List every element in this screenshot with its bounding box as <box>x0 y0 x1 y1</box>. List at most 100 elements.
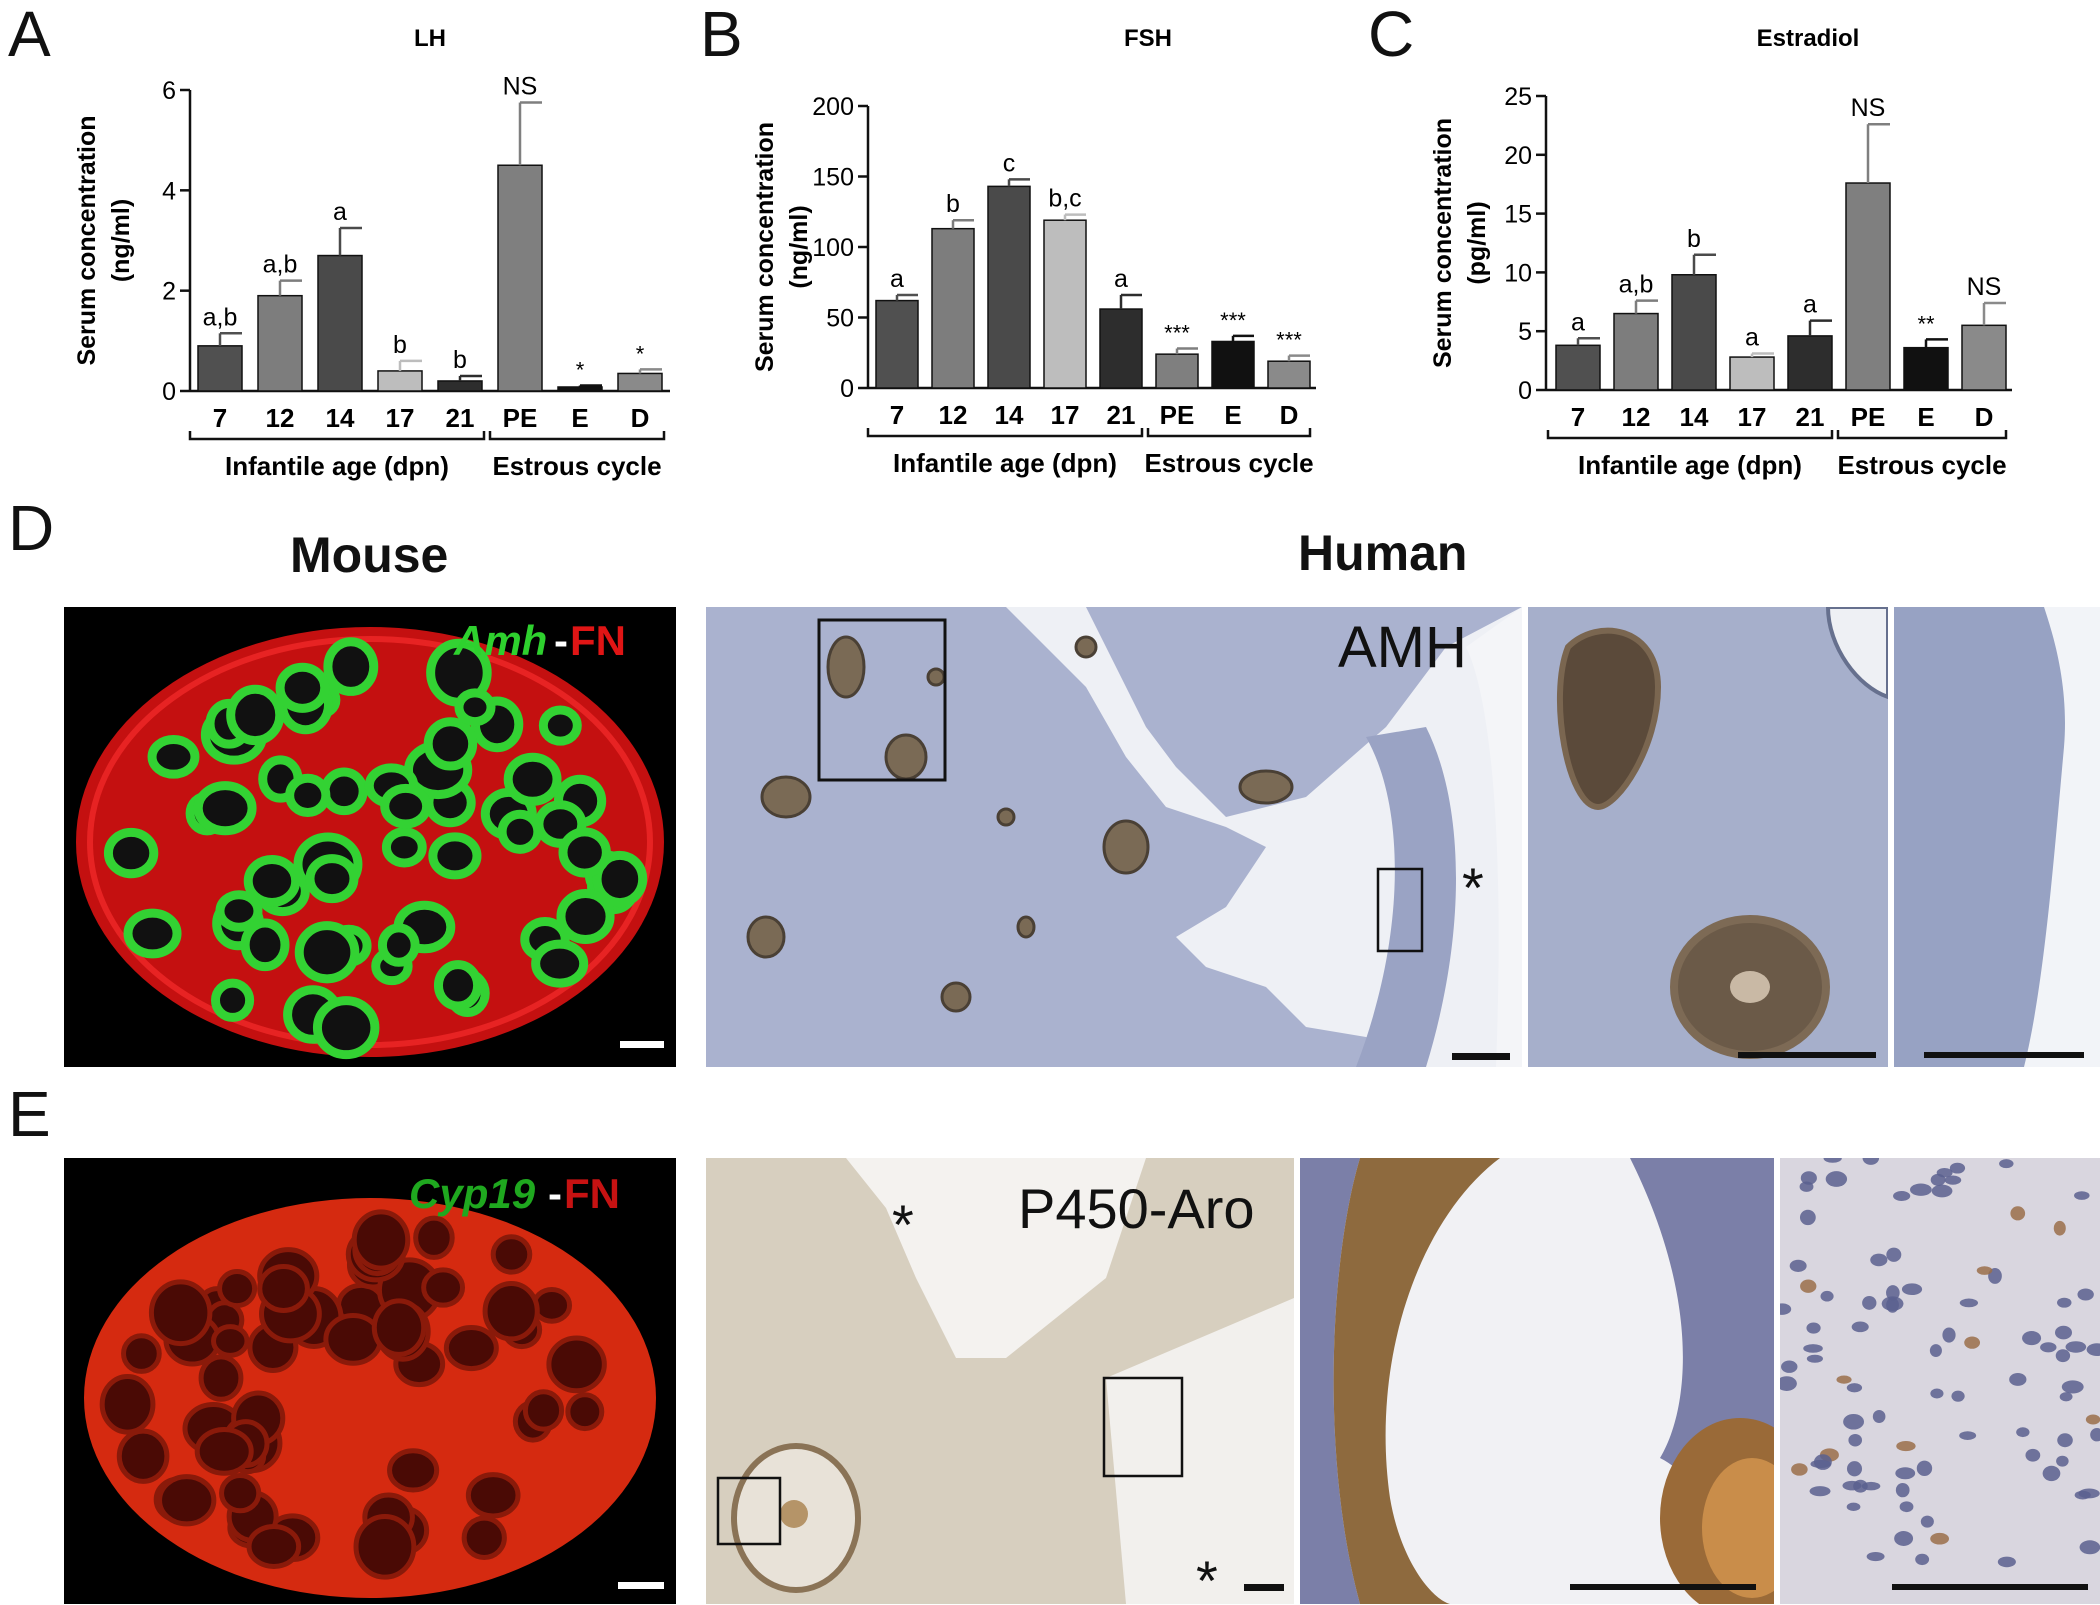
follicle <box>565 1392 605 1432</box>
cell <box>2085 1414 2100 1425</box>
follicle <box>123 908 182 959</box>
cyp19-fn-label: FN <box>564 1170 620 1217</box>
cell <box>1916 1460 1933 1477</box>
group-bracket <box>866 428 1144 438</box>
cyp19-gene-label: Cyp19 <box>409 1170 536 1217</box>
cell <box>2056 1455 2069 1467</box>
mouse-ovary-amh-svg: Amh - FN <box>76 617 664 1060</box>
mouse-ovary-cyp19-svg: Cyp19 - FN <box>84 1170 664 1598</box>
significance-label: c <box>1003 149 1016 177</box>
x-tick-label: 7 <box>890 400 904 430</box>
cell <box>2022 1331 2042 1346</box>
inset-box-1 <box>716 1476 782 1546</box>
follicle <box>226 684 285 746</box>
y-axis-label: Serum concentration <box>1429 118 1457 368</box>
follicle <box>423 717 478 771</box>
x-tick-label: 17 <box>1738 402 1767 432</box>
lh-chart: LH Serum concentration (ng/ml) 0 2 4 6 a,b 7 a,b 1… <box>73 25 670 481</box>
follicle <box>746 915 786 959</box>
follicle <box>421 1267 466 1308</box>
x-tick-label: E <box>1224 400 1241 430</box>
y-axis-label: Serum concentration <box>73 115 101 365</box>
bar-17 <box>1043 219 1087 389</box>
y-axis-unit: (ng/ml) <box>785 205 813 288</box>
bar-E <box>1903 346 1949 391</box>
cell <box>1799 1181 1814 1192</box>
bar-7 <box>875 299 919 389</box>
cell <box>1872 1409 1886 1424</box>
follicle <box>198 1354 244 1402</box>
follicle <box>217 1268 258 1309</box>
bar-12 <box>257 294 303 392</box>
scale-bar <box>618 1582 664 1589</box>
bar-21 <box>1787 335 1833 391</box>
follicle <box>461 1515 507 1560</box>
follicle <box>121 1333 162 1374</box>
cell <box>1886 1285 1900 1301</box>
cell <box>1806 1322 1821 1334</box>
cell <box>2055 1325 2072 1340</box>
follicle <box>294 921 360 984</box>
cell <box>1806 1354 1823 1363</box>
cell <box>2090 1428 2100 1442</box>
cell <box>1813 1454 1832 1470</box>
estradiol-chart: Estradiol Serum concentration (pg/ml) 0 5 10 1… <box>1429 25 2012 480</box>
fsh-chart: FSH Serum concentration (ng/ml) 0 50 100 150 20… <box>751 25 1316 478</box>
bar-D <box>1267 360 1311 389</box>
follicle <box>194 1426 254 1476</box>
mouse-amh-fluorescence-image: Amh - FN <box>64 607 676 1067</box>
inset-box-2 <box>1376 867 1424 953</box>
panel-letter-d: D <box>8 492 55 564</box>
follicle <box>371 1298 427 1357</box>
cell <box>1976 1266 1993 1275</box>
cell <box>2025 1448 2041 1462</box>
cell <box>2059 1392 2073 1402</box>
x-tick-label: E <box>1917 402 1934 432</box>
y-tick-label: 20 <box>1504 142 1532 170</box>
x-tick-label: 7 <box>213 403 227 433</box>
cell <box>1886 1247 1902 1262</box>
y-tick-label: 0 <box>162 378 176 406</box>
follicle <box>482 1280 540 1342</box>
p450-inset-2-svg <box>1780 1158 2100 1604</box>
y-axis-unit: (pg/ml) <box>1463 201 1491 284</box>
bar-14 <box>987 185 1031 389</box>
follicle <box>147 734 200 779</box>
follicle-group <box>103 637 648 1060</box>
cell <box>1959 1298 1979 1308</box>
x-tick-label: PE <box>1160 400 1195 430</box>
cell <box>2009 1373 2027 1386</box>
follicle <box>538 705 582 746</box>
cell <box>1842 1480 1862 1491</box>
x-tick-label: 21 <box>446 403 475 433</box>
cell <box>2042 1465 2061 1482</box>
follicle <box>211 1324 250 1358</box>
cell <box>1862 1158 1880 1165</box>
cell <box>1870 1253 1888 1267</box>
y-tick-label: 5 <box>1518 318 1532 346</box>
p450-aro-label: P450-Aro <box>1018 1177 1255 1240</box>
follicle <box>558 827 611 878</box>
follicle <box>926 667 946 687</box>
bar-7 <box>1555 344 1601 391</box>
scale-bar <box>1244 1584 1284 1591</box>
cell <box>1929 1344 1942 1358</box>
asterisk-marker-bottom: * <box>1196 1549 1218 1604</box>
group-label: Estrous cycle <box>1837 450 2006 480</box>
follicle <box>996 807 1016 827</box>
bar-12 <box>1613 312 1659 391</box>
x-tick-label: PE <box>503 403 538 433</box>
follicle <box>387 1448 440 1493</box>
follicle <box>490 1234 533 1275</box>
cell <box>1930 1388 1944 1399</box>
follicle <box>193 781 257 836</box>
x-tick-label: 12 <box>266 403 295 433</box>
follicle <box>381 827 427 868</box>
chart-title: FSH <box>1124 25 1172 52</box>
follicle <box>243 854 301 907</box>
cell <box>2055 1349 2071 1363</box>
follicle <box>428 832 482 880</box>
cell <box>2016 1427 2030 1438</box>
x-tick-label: D <box>1280 400 1299 430</box>
scale-bar <box>1892 1584 2088 1590</box>
